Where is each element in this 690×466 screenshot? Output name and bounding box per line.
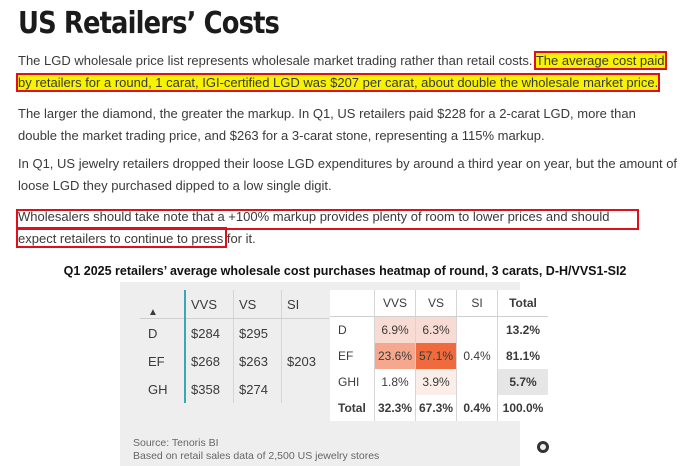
annotation-box-top [16, 209, 639, 230]
heatmap-title: Q1 2025 retailers’ average wholesale cos… [63, 264, 627, 278]
total-row: Total 32.3% 67.3% 0.4% 100.0% [330, 395, 548, 421]
table-row: D 6.9% 6.3% 13.2% [330, 316, 548, 343]
table-cell: $274 [233, 375, 282, 403]
table-row: D $284 $295 [140, 318, 329, 347]
heat-cell: 6.3% [415, 316, 457, 343]
cost-table: ▲ VVS VS SI D $284 $295 EF $268 $263 $20… [140, 290, 329, 403]
source-note: Based on retail sales data of 2,500 US j… [133, 450, 380, 462]
heat-cell: 6.9% [374, 316, 416, 343]
table-cell [281, 318, 329, 347]
triangle-up-icon: ▲ [148, 307, 158, 318]
paragraph-1-text: The LGD wholesale price list represents … [18, 53, 533, 68]
column-header: VS [415, 290, 457, 317]
column-header: VVS [374, 290, 416, 317]
column-total: 32.3% [374, 395, 416, 421]
table-row: GH $358 $274 [140, 375, 329, 403]
grand-total: 100.0% [497, 395, 548, 421]
paragraph-2: The larger the diamond, the greater the … [18, 106, 636, 143]
row-total: 5.7% [497, 369, 548, 395]
heat-cell [456, 369, 498, 395]
page-title: US Retailers’ Costs [18, 6, 280, 41]
table-cell: $284 [184, 318, 234, 347]
table-row: GHI 1.8% 3.9% 5.7% [330, 369, 548, 395]
row-header: D [338, 323, 347, 337]
table-cell: $263 [233, 347, 282, 375]
heat-cell: 3.9% [415, 369, 457, 395]
annotation-box-bottom [16, 227, 227, 248]
row-header: EF [338, 349, 354, 363]
row-header: Total [338, 401, 366, 415]
table-cell: $295 [233, 318, 282, 347]
table-row: EF 23.6% 57.1% 0.4% 81.1% [330, 343, 548, 369]
table-row: EF $268 $263 $203 [140, 347, 329, 375]
table-cell [281, 375, 329, 403]
paragraph-3: In Q1, US jewelry retailers dropped thei… [18, 156, 678, 193]
heat-cell: 1.8% [374, 369, 416, 395]
column-header: SI [456, 290, 498, 317]
column-total: 67.3% [415, 395, 457, 421]
column-header: Total [497, 290, 548, 317]
row-header: EF [148, 353, 165, 369]
row-header: D [148, 325, 158, 341]
table-cell: $358 [184, 375, 234, 403]
cost-table-header: ▲ VVS VS SI [140, 290, 329, 319]
row-total: 81.1% [497, 343, 548, 369]
heat-cell: 57.1% [415, 343, 457, 369]
row-header: GH [148, 381, 168, 397]
column-header[interactable]: VS [233, 290, 282, 319]
share-heatmap-table: VVS VS SI Total D 6.9% 6.3% 13.2% EF 23.… [330, 290, 548, 421]
sort-column-header[interactable]: ▲ [140, 290, 185, 319]
corner-cell [330, 290, 375, 317]
column-header[interactable]: SI [281, 290, 329, 319]
heat-cell: 0.4% [456, 343, 498, 369]
column-total: 0.4% [456, 395, 498, 421]
row-header: GHI [338, 375, 360, 389]
table-cell: $203 [281, 347, 329, 375]
heat-cell [456, 316, 498, 343]
table-cell: $268 [184, 347, 234, 375]
column-header[interactable]: VVS [184, 290, 234, 319]
row-total: 13.2% [497, 316, 548, 343]
brand-logo-icon [537, 441, 549, 453]
paragraph-1: The LGD wholesale price list represents … [16, 50, 678, 94]
paragraph-4: Wholesalers should take note that a +100… [18, 209, 610, 246]
source-label: Source: Tenoris BI [133, 437, 219, 449]
heat-cell: 23.6% [374, 343, 416, 369]
share-table-header: VVS VS SI Total [330, 290, 548, 317]
